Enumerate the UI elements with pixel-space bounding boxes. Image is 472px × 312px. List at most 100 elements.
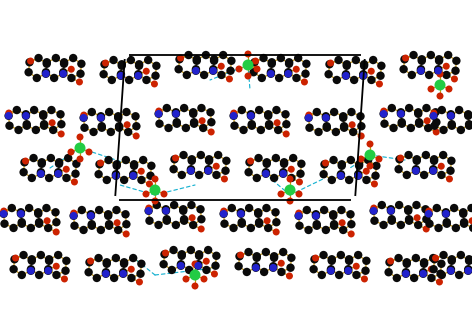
Circle shape <box>27 57 34 65</box>
Circle shape <box>265 120 273 129</box>
Circle shape <box>447 255 456 263</box>
Circle shape <box>45 174 53 182</box>
Circle shape <box>452 224 460 232</box>
Circle shape <box>329 156 338 164</box>
Circle shape <box>128 266 135 273</box>
Circle shape <box>220 220 229 228</box>
Circle shape <box>80 114 87 122</box>
Circle shape <box>371 180 378 188</box>
Circle shape <box>359 72 367 80</box>
Circle shape <box>120 260 128 268</box>
Circle shape <box>152 71 160 80</box>
Circle shape <box>85 258 93 266</box>
Circle shape <box>260 268 268 276</box>
Circle shape <box>430 122 438 130</box>
Circle shape <box>387 205 395 213</box>
Circle shape <box>29 154 38 162</box>
Circle shape <box>85 149 93 155</box>
Circle shape <box>330 220 338 228</box>
Circle shape <box>105 108 113 116</box>
Circle shape <box>345 256 353 265</box>
Circle shape <box>122 108 131 116</box>
Circle shape <box>407 124 415 132</box>
Circle shape <box>370 207 378 215</box>
Circle shape <box>49 126 58 134</box>
Circle shape <box>75 143 85 154</box>
Circle shape <box>250 58 259 66</box>
Circle shape <box>425 220 434 228</box>
Circle shape <box>27 256 36 265</box>
Circle shape <box>95 160 104 168</box>
Circle shape <box>344 265 353 273</box>
Circle shape <box>274 126 282 134</box>
Circle shape <box>27 267 34 275</box>
Circle shape <box>459 210 467 218</box>
Circle shape <box>89 128 98 136</box>
Circle shape <box>30 106 38 114</box>
Circle shape <box>403 171 411 179</box>
Circle shape <box>289 154 297 162</box>
Circle shape <box>227 56 236 65</box>
Circle shape <box>395 165 403 173</box>
Circle shape <box>446 85 453 92</box>
Circle shape <box>45 255 53 263</box>
Circle shape <box>160 250 169 258</box>
Circle shape <box>338 219 346 226</box>
Circle shape <box>420 171 428 179</box>
Circle shape <box>42 60 51 68</box>
Circle shape <box>369 56 378 64</box>
Circle shape <box>352 197 359 203</box>
Circle shape <box>362 51 369 59</box>
Circle shape <box>199 117 206 124</box>
Circle shape <box>114 226 122 234</box>
Circle shape <box>279 168 287 176</box>
Circle shape <box>131 112 140 120</box>
Circle shape <box>343 60 351 68</box>
Circle shape <box>429 167 438 175</box>
Circle shape <box>55 159 63 168</box>
Circle shape <box>447 112 455 120</box>
Circle shape <box>205 155 213 163</box>
Circle shape <box>219 51 228 59</box>
Circle shape <box>207 118 216 126</box>
Circle shape <box>230 122 239 130</box>
Circle shape <box>198 226 205 232</box>
Circle shape <box>262 204 270 212</box>
Circle shape <box>467 204 472 212</box>
Circle shape <box>270 254 278 262</box>
Circle shape <box>388 215 396 223</box>
Circle shape <box>384 268 393 276</box>
Circle shape <box>244 51 252 57</box>
Circle shape <box>51 208 60 217</box>
Circle shape <box>417 65 425 73</box>
Circle shape <box>434 224 443 232</box>
Circle shape <box>327 265 335 273</box>
Circle shape <box>139 156 147 164</box>
Circle shape <box>357 155 364 163</box>
Circle shape <box>180 215 188 223</box>
Circle shape <box>284 68 293 76</box>
Circle shape <box>248 122 256 130</box>
Circle shape <box>237 210 245 218</box>
Circle shape <box>328 176 336 184</box>
Circle shape <box>412 167 420 174</box>
Circle shape <box>353 263 360 270</box>
Circle shape <box>87 210 95 218</box>
Circle shape <box>102 268 110 276</box>
Circle shape <box>5 110 12 117</box>
Circle shape <box>334 56 343 64</box>
Circle shape <box>359 70 368 78</box>
Circle shape <box>350 76 358 84</box>
Circle shape <box>327 267 335 275</box>
Circle shape <box>247 110 255 119</box>
Circle shape <box>415 119 423 128</box>
Circle shape <box>87 212 95 220</box>
Circle shape <box>310 255 319 263</box>
Circle shape <box>146 180 153 188</box>
Circle shape <box>442 208 450 217</box>
Circle shape <box>14 126 23 134</box>
Circle shape <box>70 210 77 217</box>
Circle shape <box>340 122 348 130</box>
Circle shape <box>79 114 88 122</box>
Circle shape <box>349 121 355 128</box>
